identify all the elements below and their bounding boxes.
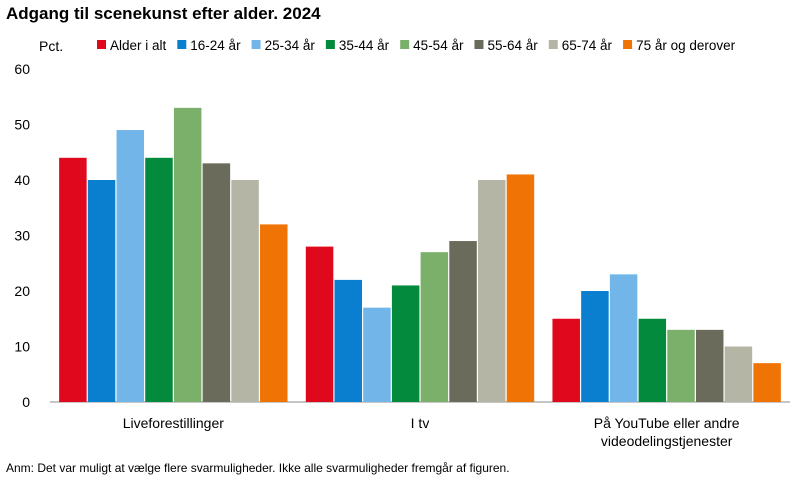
y-axis-label: Pct. [39, 38, 63, 54]
bar [695, 329, 724, 402]
x-tick-label: videodelingstjenester [601, 433, 733, 449]
y-tick-label: 20 [14, 283, 30, 299]
x-tick-label: På YouTube eller andre [594, 415, 740, 431]
bar [449, 241, 477, 402]
chart-note: Anm: Det var muligt at vælge flere svarm… [6, 461, 510, 475]
legend-swatch [325, 40, 335, 49]
bar [363, 307, 391, 402]
legend-swatch [177, 40, 187, 49]
legend-swatch [251, 40, 261, 49]
bar [59, 157, 87, 402]
legend-label: 25-34 år [265, 38, 316, 53]
bar [116, 130, 145, 403]
legend-swatch [97, 40, 106, 49]
y-tick-label: 60 [14, 61, 30, 77]
x-tick-label: I tv [411, 415, 430, 431]
legend-label: 16-24 år [190, 38, 241, 53]
y-tick-label: 50 [14, 117, 30, 133]
chart-title: Adgang til scenekunst efter alder. 2024 [6, 4, 321, 23]
y-tick-label: 30 [14, 228, 30, 244]
legend-swatch [548, 40, 558, 49]
bar-chart: 0 10 20 30 40 50 60 Pct. Liveforestillinger I tv P… [14, 38, 790, 449]
bar [145, 157, 173, 402]
bar [260, 224, 288, 402]
bar [478, 180, 506, 402]
bar [609, 274, 638, 402]
bar [231, 180, 259, 402]
bar [753, 363, 781, 402]
bar [638, 318, 667, 402]
legend-label: Alder i alt [110, 38, 167, 53]
x-tick-label: Liveforestillinger [123, 415, 224, 431]
legend-label: 45-54 år [413, 38, 464, 53]
bar [334, 279, 362, 402]
bar [552, 318, 580, 402]
bar [667, 329, 695, 402]
legend-swatch [400, 40, 410, 49]
bar [202, 163, 231, 402]
bar [87, 180, 116, 402]
bar [581, 291, 609, 402]
legend-label: 55-64 år [487, 38, 538, 53]
bar [506, 174, 535, 402]
legend-swatch [623, 40, 633, 49]
legend-swatch [474, 40, 484, 49]
bar [420, 252, 449, 402]
bar [305, 246, 334, 402]
bar [173, 107, 202, 402]
y-tick-label: 40 [14, 172, 30, 188]
legend-label: 65-74 år [562, 38, 613, 53]
y-tick-label: 10 [14, 339, 30, 355]
legend-label: 75 år og derover [636, 38, 736, 53]
legend-label: 35-44 år [339, 38, 390, 53]
bar [391, 285, 420, 402]
bar [724, 346, 753, 402]
y-tick-label: 0 [22, 394, 30, 410]
